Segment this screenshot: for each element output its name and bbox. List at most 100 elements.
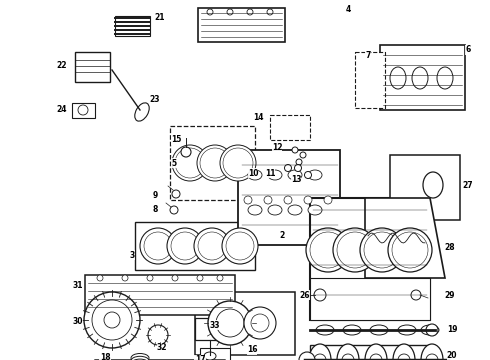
Circle shape: [306, 228, 350, 272]
Ellipse shape: [412, 67, 428, 89]
Text: 9: 9: [152, 190, 158, 199]
Ellipse shape: [398, 325, 416, 335]
Ellipse shape: [131, 356, 149, 360]
Text: 27: 27: [463, 180, 473, 189]
Ellipse shape: [370, 325, 388, 335]
Ellipse shape: [308, 170, 322, 180]
Circle shape: [310, 232, 346, 268]
Circle shape: [92, 300, 132, 340]
Ellipse shape: [343, 325, 361, 335]
Text: 28: 28: [445, 243, 455, 252]
Text: 33: 33: [210, 320, 220, 329]
Polygon shape: [85, 275, 235, 315]
Circle shape: [296, 159, 302, 165]
Ellipse shape: [423, 172, 443, 198]
Ellipse shape: [288, 170, 302, 180]
Circle shape: [144, 232, 172, 260]
Circle shape: [304, 171, 312, 179]
Circle shape: [337, 232, 373, 268]
Circle shape: [426, 354, 438, 360]
Ellipse shape: [268, 205, 282, 215]
Polygon shape: [390, 155, 460, 220]
Circle shape: [122, 275, 128, 281]
Ellipse shape: [390, 67, 406, 89]
Ellipse shape: [248, 205, 262, 215]
Circle shape: [148, 325, 168, 345]
Circle shape: [140, 228, 176, 264]
Circle shape: [97, 275, 103, 281]
Circle shape: [244, 307, 276, 339]
Polygon shape: [310, 345, 430, 360]
Circle shape: [175, 148, 205, 178]
Circle shape: [360, 228, 404, 272]
Circle shape: [299, 352, 315, 360]
Circle shape: [284, 196, 292, 204]
Circle shape: [172, 275, 178, 281]
Circle shape: [264, 196, 272, 204]
Polygon shape: [365, 198, 445, 278]
Polygon shape: [238, 150, 340, 245]
Text: 3: 3: [129, 251, 135, 260]
Text: 6: 6: [466, 45, 470, 54]
Ellipse shape: [393, 344, 415, 360]
Circle shape: [392, 232, 428, 268]
Text: 14: 14: [253, 113, 263, 122]
Circle shape: [370, 354, 382, 360]
Text: 4: 4: [345, 5, 351, 14]
Circle shape: [217, 275, 223, 281]
Circle shape: [208, 301, 252, 345]
Circle shape: [172, 145, 208, 181]
Circle shape: [398, 354, 410, 360]
Polygon shape: [198, 8, 285, 42]
Ellipse shape: [421, 344, 443, 360]
Ellipse shape: [288, 205, 302, 215]
Text: 24: 24: [57, 105, 67, 114]
Circle shape: [167, 228, 203, 264]
Text: 20: 20: [447, 351, 457, 360]
Polygon shape: [170, 126, 255, 200]
Circle shape: [364, 232, 400, 268]
Ellipse shape: [308, 205, 322, 215]
Circle shape: [78, 105, 88, 115]
Circle shape: [197, 275, 203, 281]
Circle shape: [324, 196, 332, 204]
Polygon shape: [310, 278, 430, 320]
Circle shape: [207, 9, 213, 15]
Polygon shape: [380, 45, 465, 110]
Text: 23: 23: [150, 95, 160, 104]
Text: 16: 16: [247, 346, 257, 355]
Circle shape: [200, 148, 230, 178]
Ellipse shape: [204, 352, 216, 360]
Circle shape: [171, 232, 199, 260]
Ellipse shape: [309, 344, 331, 360]
Circle shape: [314, 289, 326, 301]
Circle shape: [220, 145, 256, 181]
Text: 12: 12: [272, 144, 282, 153]
Text: 17: 17: [195, 356, 205, 360]
Text: 21: 21: [155, 13, 165, 22]
Circle shape: [388, 228, 432, 272]
Circle shape: [227, 9, 233, 15]
Text: 30: 30: [73, 318, 83, 327]
Circle shape: [197, 145, 233, 181]
Circle shape: [333, 228, 377, 272]
Text: 5: 5: [172, 158, 176, 167]
Ellipse shape: [131, 359, 149, 360]
Ellipse shape: [268, 170, 282, 180]
Polygon shape: [270, 115, 310, 140]
Circle shape: [251, 314, 269, 332]
Text: 7: 7: [366, 50, 371, 59]
Circle shape: [342, 354, 354, 360]
Ellipse shape: [337, 344, 359, 360]
Circle shape: [285, 165, 292, 171]
Circle shape: [411, 290, 421, 300]
Circle shape: [223, 148, 253, 178]
Circle shape: [172, 190, 180, 198]
Circle shape: [267, 9, 273, 15]
Text: 8: 8: [152, 206, 158, 215]
Ellipse shape: [135, 103, 149, 121]
Circle shape: [304, 196, 312, 204]
Ellipse shape: [131, 354, 149, 360]
Text: 29: 29: [445, 291, 455, 300]
Text: 31: 31: [73, 280, 83, 289]
